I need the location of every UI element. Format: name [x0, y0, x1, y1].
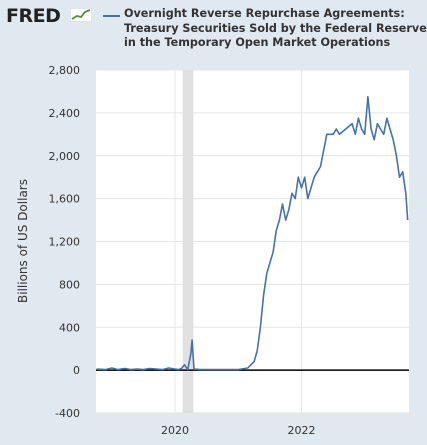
- y-axis-tick-labels: -400 0 400 800 1,200 1,600 2,000 2,400 2,800: [49, 64, 81, 420]
- y-tick-label: 1,600: [49, 193, 81, 206]
- y-tick-label: 1,200: [49, 236, 81, 249]
- legend-line-swatch: [103, 15, 120, 17]
- fred-logo[interactable]: FRED: [6, 5, 61, 27]
- x-tick-label: 2022: [288, 424, 316, 437]
- legend-line-3: in the Temporary Open Market Operations: [124, 36, 391, 49]
- y-tick-label: 2,400: [49, 107, 81, 120]
- y-tick-label: 2,000: [49, 150, 81, 163]
- y-tick-label: 400: [59, 321, 80, 334]
- chart-header: FRED Overnight Reverse Repurchase Agreem…: [0, 0, 427, 62]
- y-tick-label: -400: [55, 407, 80, 420]
- y-tick-label: 0: [73, 364, 80, 377]
- fred-chart-icon: [70, 8, 92, 22]
- legend-line-2: Treasury Securities Sold by the Federal …: [124, 21, 427, 35]
- y-axis-label: Billions of US Dollars: [16, 179, 30, 303]
- x-axis-tick-labels: 2020 2022: [161, 424, 315, 437]
- y-tick-label: 800: [59, 278, 80, 291]
- y-tick-label: 2,800: [49, 64, 81, 77]
- legend-entry: Overnight Reverse Repurchase Agreements:…: [124, 7, 427, 51]
- recession-shading: [182, 70, 194, 413]
- legend-line-1: Overnight Reverse Repurchase Agreements:: [124, 7, 405, 20]
- series-line: [96, 96, 409, 371]
- x-tick-label: 2020: [161, 424, 189, 437]
